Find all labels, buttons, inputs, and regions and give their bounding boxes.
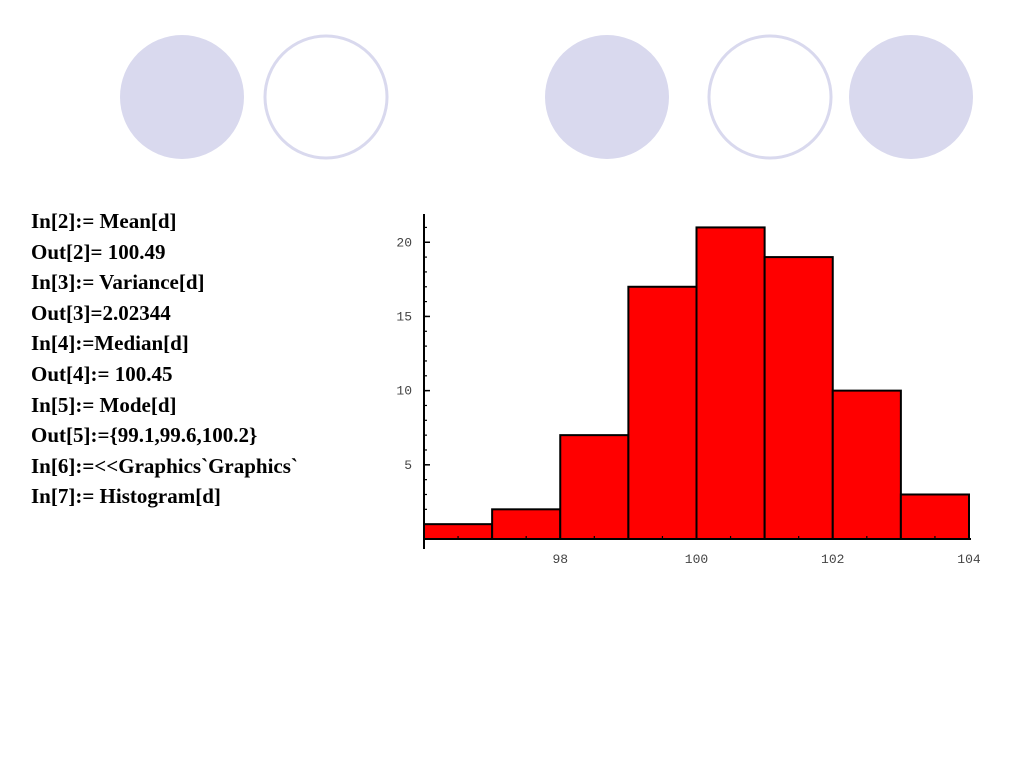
- y-axis-tick-label: 20: [396, 235, 412, 250]
- histogram-bar: [831, 389, 902, 540]
- code-line-mean-output: Out[2]= 100.49: [31, 239, 166, 264]
- histogram-bar: [695, 226, 766, 540]
- code-line-mode-input: In[5]:= Mode[d]: [31, 392, 177, 417]
- histogram-bar: [559, 434, 630, 541]
- code-line-variance-input: In[3]:= Variance[d]: [31, 270, 205, 295]
- code-line-load-package: In[6]:=<<Graphics`Graphics`: [31, 453, 298, 478]
- decorative-circle-filled: [545, 35, 669, 159]
- decorative-circle-filled: [120, 35, 244, 159]
- code-listing: In[2]:= Mean[d] Out[2]= 100.49 In[3]:= V…: [31, 206, 361, 512]
- histogram-bar: [627, 285, 698, 540]
- code-line-mean-input: In[2]:= Mean[d]: [31, 209, 177, 233]
- y-axis-tick-label: 5: [404, 458, 412, 473]
- histogram-chart: 98 100 102 104 5 10 15 20: [396, 214, 981, 567]
- histogram-bar: [763, 256, 834, 541]
- code-line-variance-output: Out[3]=2.02344: [31, 300, 171, 325]
- code-line-median-output: Out[4]:= 100.45: [31, 361, 173, 386]
- code-line-mode-output: Out[5]:={99.1,99.6,100.2}: [31, 423, 258, 448]
- x-axis-tick-label: 102: [821, 552, 844, 567]
- code-line-median-input: In[4]:=Median[d]: [31, 331, 189, 356]
- y-axis-tick-label: 15: [396, 309, 412, 324]
- x-axis-tick-label: 104: [957, 552, 981, 567]
- decorative-circle-outline: [263, 34, 389, 160]
- decorative-circles: [120, 34, 973, 160]
- decorative-circle-outline: [707, 34, 833, 160]
- y-axis-tick-label: 10: [396, 384, 412, 399]
- code-line-histogram-input: In[7]:= Histogram[d]: [31, 484, 221, 509]
- histogram-axes: 98 100 102 104 5 10 15 20: [396, 214, 981, 567]
- histogram-bar: [491, 508, 562, 541]
- x-axis-tick-label: 100: [685, 552, 708, 567]
- histogram-bar: [899, 493, 970, 540]
- histogram-bars: [423, 226, 970, 541]
- x-axis-tick-label: 98: [552, 552, 568, 567]
- decorative-circle-filled: [849, 35, 973, 159]
